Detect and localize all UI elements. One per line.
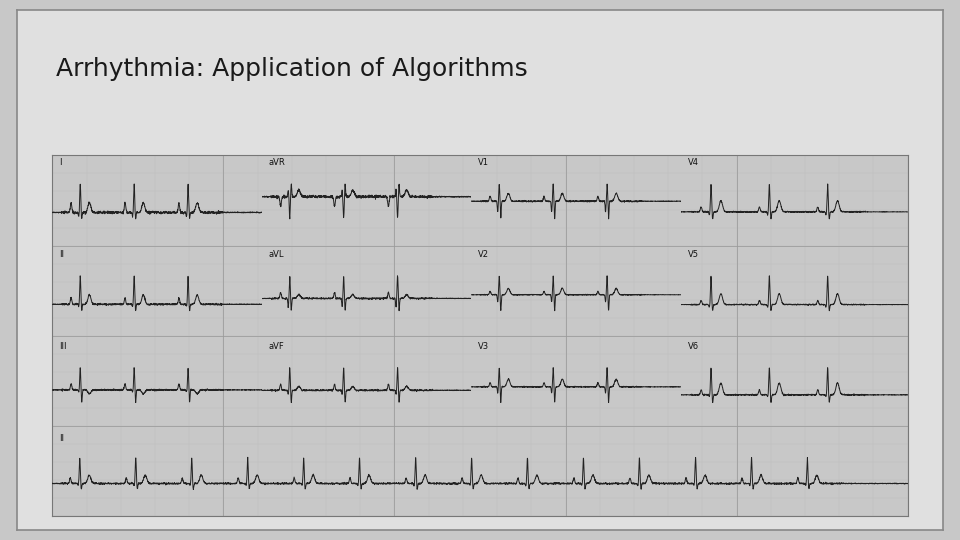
Text: V6: V6 — [687, 342, 699, 351]
Text: II: II — [59, 250, 63, 259]
Text: aVL: aVL — [268, 250, 284, 259]
Text: aVF: aVF — [268, 342, 284, 351]
Text: V2: V2 — [478, 250, 489, 259]
Text: V5: V5 — [687, 250, 699, 259]
Text: V3: V3 — [478, 342, 489, 351]
Text: aVR: aVR — [268, 158, 285, 167]
Text: III: III — [59, 342, 66, 351]
Text: V1: V1 — [478, 158, 489, 167]
Text: II: II — [60, 434, 64, 443]
Text: Arrhythmia: Application of Algorithms: Arrhythmia: Application of Algorithms — [56, 57, 528, 80]
Text: V4: V4 — [687, 158, 699, 167]
Text: I: I — [59, 158, 61, 167]
